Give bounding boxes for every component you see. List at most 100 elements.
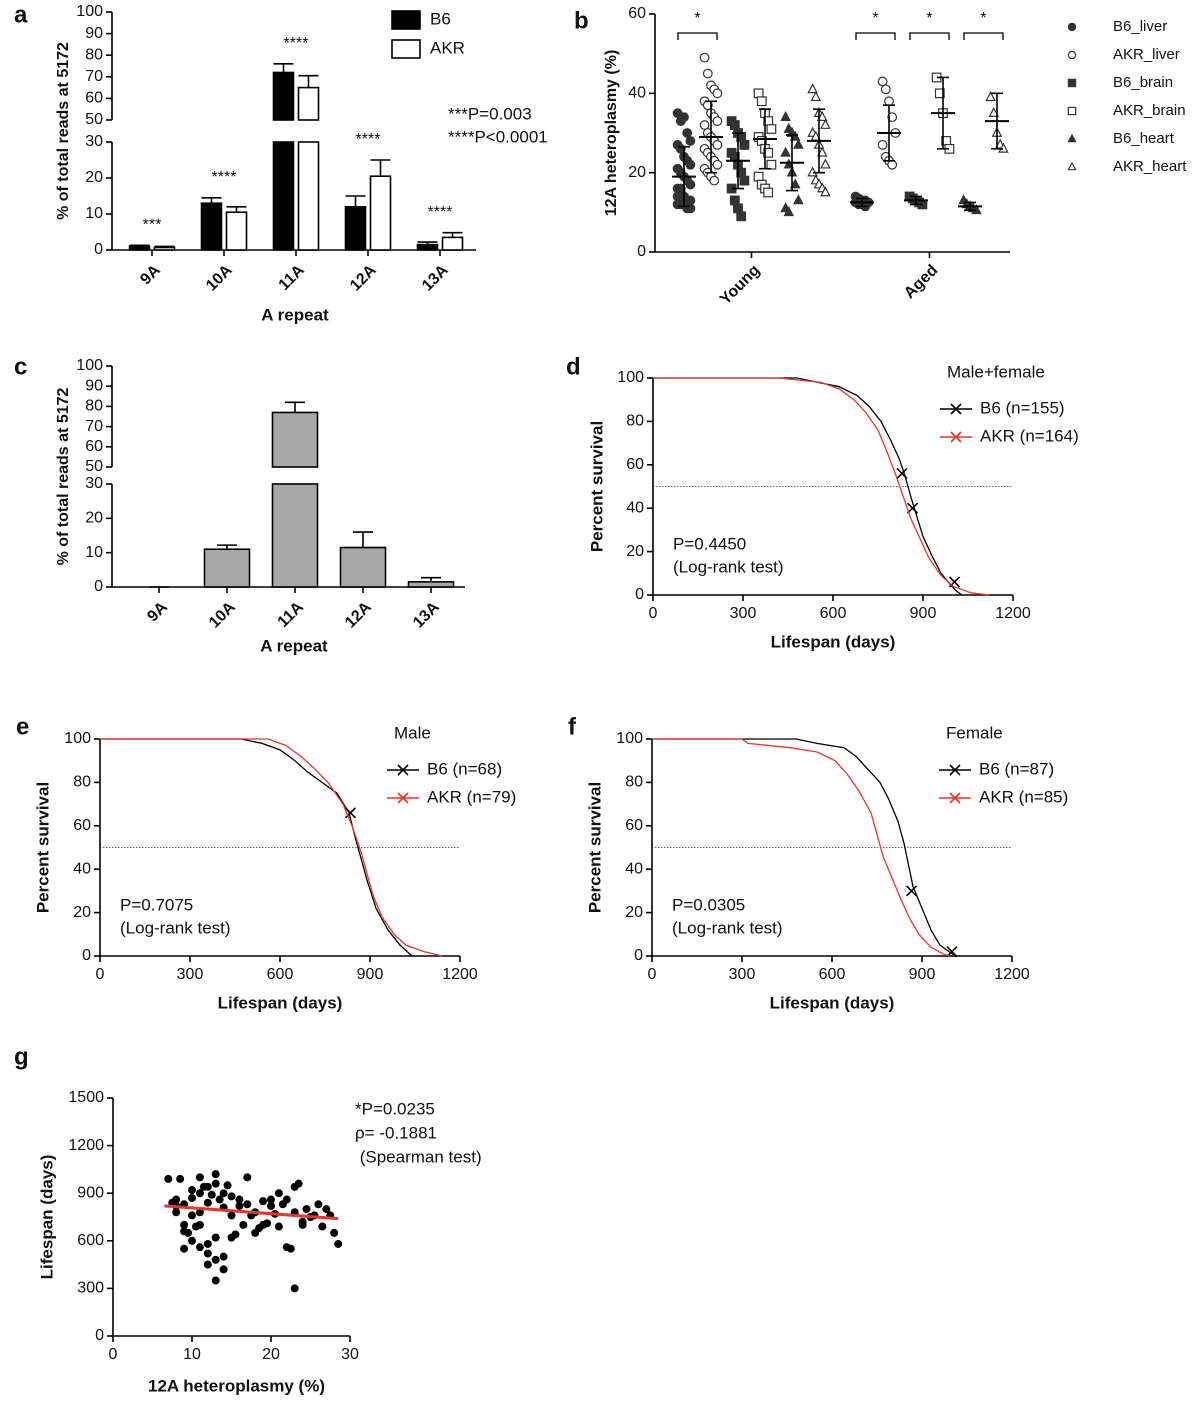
bar-segment (272, 71, 295, 121)
sd-bar-stroke (856, 197, 868, 208)
data-point (887, 159, 898, 170)
sd-bar (732, 132, 744, 190)
data-point (736, 211, 747, 222)
censor-mark-stroke (344, 807, 357, 819)
legend-label: AKR (n=79) (427, 787, 516, 806)
data-point (807, 166, 818, 177)
data-point (219, 1189, 228, 1198)
x-tick-label: 12A (342, 598, 375, 631)
x-axis-label: Lifespan (days) (770, 993, 895, 1012)
y-axis-label: Lifespan (days) (37, 1155, 56, 1280)
note: P=0.7075 (120, 895, 193, 914)
legend-marker-stroke (397, 764, 409, 776)
significance-bracket (963, 32, 1004, 40)
note: P=0.0305 (672, 895, 745, 914)
legend-marker (397, 792, 409, 804)
legend-label: AKR (n=164) (980, 426, 1079, 445)
panel-letter: f (568, 713, 577, 740)
bar-segment (344, 206, 367, 251)
censor-mark-stroke (905, 885, 918, 897)
bar (407, 581, 455, 588)
data-point (971, 204, 982, 215)
survival-curve (100, 738, 443, 957)
error-bar-stroke (129, 244, 150, 247)
sd-bar-stroke (813, 108, 825, 174)
y-axis-label: Percent survival (33, 782, 52, 913)
sd-bar (759, 108, 771, 170)
x-tick-label: 600 (267, 966, 294, 983)
data-point (763, 187, 774, 198)
data-point (227, 1211, 236, 1220)
note: (Log-rank test) (672, 918, 783, 937)
bar (128, 245, 151, 251)
data-point (793, 194, 804, 205)
legend-label: B6_liver (1113, 18, 1167, 35)
data-point (211, 1255, 220, 1264)
y-tick-label: 90 (85, 377, 103, 394)
error-bar (285, 401, 305, 413)
bar-segment (153, 246, 176, 251)
data-point (753, 171, 764, 182)
data-point (884, 96, 894, 107)
data-point (203, 1260, 212, 1269)
bar-segment (225, 211, 248, 251)
legend-marker (1067, 50, 1077, 60)
data-point (274, 1222, 283, 1231)
data-point (172, 1195, 181, 1204)
y-tick-label: 1200 (68, 1137, 104, 1154)
y-tick-label: 70 (85, 68, 103, 85)
data-point (820, 118, 831, 129)
significance-label: *** (143, 217, 162, 234)
y-tick-label: 0 (637, 243, 646, 260)
data-point (729, 195, 740, 206)
y-tick-label: 100 (76, 357, 103, 374)
y-tick-label: 60 (73, 817, 91, 834)
x-tick-label: 9A (144, 598, 171, 625)
data-point (188, 1211, 196, 1220)
y-tick-label: 20 (625, 904, 643, 921)
error-bar-stroke (154, 245, 175, 248)
y-tick-label: 0 (82, 947, 91, 964)
bar (344, 206, 367, 251)
sd-bar (910, 195, 922, 206)
data-point (699, 52, 710, 63)
x-tick-label: 11A (275, 598, 307, 630)
sd-bar-stroke (937, 76, 949, 150)
data-point (702, 68, 713, 79)
x-axis-label: Lifespan (days) (218, 993, 343, 1012)
x-tick-label: 0 (96, 966, 105, 983)
x-tick-label: 13A (419, 261, 452, 294)
sd-bar-stroke (964, 201, 976, 212)
data-point (739, 175, 750, 186)
y-tick-label: 0 (635, 586, 644, 603)
data-point (235, 1195, 244, 1204)
significance-label: * (694, 10, 700, 27)
data-point (251, 1228, 260, 1237)
bar-segment (200, 202, 223, 251)
data-point (712, 88, 723, 99)
data-point (219, 1265, 228, 1274)
data-point (712, 116, 723, 126)
legend-label: B6 (n=68) (427, 759, 502, 778)
censor-mark (948, 576, 961, 588)
x-tick-label: 300 (730, 605, 757, 622)
note: ***P=0.003 (448, 104, 532, 123)
data-point (699, 120, 710, 130)
legend-label: B6 (n=87) (979, 759, 1054, 778)
data-point (330, 1228, 339, 1237)
data-point (227, 1192, 236, 1201)
error-bar-stroke (442, 231, 463, 238)
y-tick-label: 80 (625, 774, 643, 791)
y-tick-label: 80 (626, 413, 644, 430)
y-tick-label: 40 (625, 860, 643, 877)
y-tick-label: 0 (94, 578, 103, 595)
sd-bar-stroke (910, 195, 922, 206)
data-point (877, 76, 888, 87)
data-point (188, 1193, 196, 1202)
y-tick-label: 100 (76, 3, 103, 20)
data-point (298, 1220, 307, 1229)
bar (271, 411, 319, 588)
error-bar (298, 74, 319, 88)
